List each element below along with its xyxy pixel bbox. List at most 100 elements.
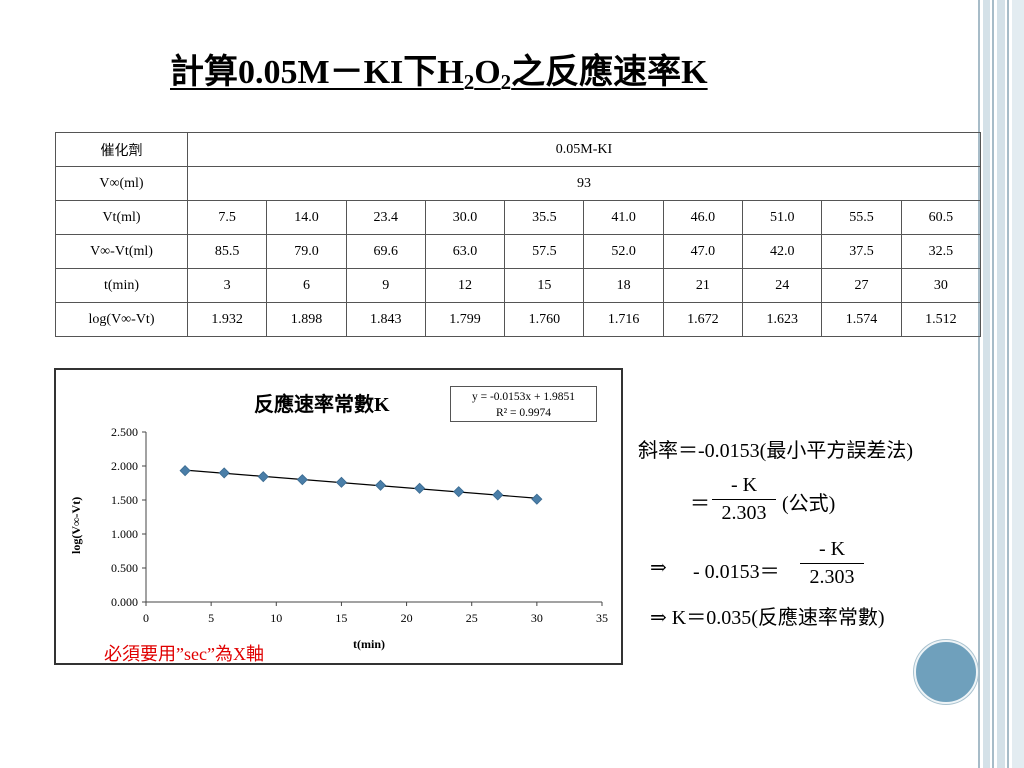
table-cell: 9 [345, 268, 426, 303]
table-cell: 63.0 [424, 234, 506, 269]
r-squared-value: R² = 0.9974 [496, 407, 551, 419]
chart-container: 0.000 0.500 1.000 1.500 2.000 2.500 0 5 10 15 20 25… [54, 368, 623, 665]
table-cell: 1.760 [504, 302, 585, 337]
x-tick-label: 30 [531, 611, 543, 625]
substitution-fraction: - K 2.303 [800, 538, 864, 589]
table-row: 催化劑 0.05M-KI [55, 132, 981, 167]
table-cell: log(V∞-Vt) [55, 302, 188, 337]
data-point [296, 474, 308, 486]
table-cell: 1.898 [266, 302, 347, 337]
slope-line: 斜率＝-0.0153(最小平方誤差法) [638, 440, 913, 462]
result-line: ⇒ K＝0.035(反應速率常數) [650, 607, 885, 629]
table-cell: 51.0 [742, 200, 823, 235]
table-cell: 27 [821, 268, 902, 303]
table-cell: 30.0 [424, 200, 506, 235]
table-cell: 52.0 [583, 234, 664, 269]
x-tick-label: 0 [143, 611, 149, 625]
table-cell: 23.4 [345, 200, 426, 235]
trendline-equation: y = -0.0153x + 1.9851 [471, 391, 576, 403]
table-cell: 15 [504, 268, 585, 303]
data-point [531, 493, 543, 505]
y-tick-label: 1.000 [111, 527, 138, 541]
decorative-circle [914, 640, 978, 704]
table-cell: 1.574 [821, 302, 902, 337]
table-cell: 1.843 [345, 302, 426, 337]
chart-title: 反應速率常數K [254, 394, 390, 416]
y-tick-label: 0.500 [111, 561, 138, 575]
table-cell: 0.05M-KI [187, 132, 981, 167]
table-cell: 21 [662, 268, 744, 303]
implies-arrow: ⇒ [650, 557, 667, 579]
formula-fraction: - K 2.303 [712, 474, 776, 525]
table-cell: 60.5 [900, 200, 982, 235]
table-cell: V∞-Vt(ml) [55, 234, 188, 269]
fraction-denominator: 2.303 [809, 566, 855, 588]
table-row: V∞(ml) 93 [55, 166, 981, 201]
data-table: 催化劑 0.05M-KI V∞(ml) 93 Vt(ml) 7.5 14.0 2… [55, 132, 982, 337]
table-cell: 42.0 [742, 234, 823, 269]
table-cell: 12 [424, 268, 506, 303]
table-row: t(min) 3 6 9 12 15 18 21 24 27 30 [55, 268, 982, 303]
table-cell: Vt(ml) [55, 200, 188, 235]
x-tick-label: 25 [466, 611, 478, 625]
data-point [218, 467, 230, 479]
x-tick-label: 5 [208, 611, 214, 625]
trendline-equation-box: y = -0.0153x + 1.9851 R² = 0.9974 [450, 386, 597, 422]
table-row: Vt(ml) 7.5 14.0 23.4 30.0 35.5 41.0 46.0… [55, 200, 982, 235]
table-cell: 6 [266, 268, 347, 303]
table-cell: 1.623 [742, 302, 823, 337]
data-point [492, 489, 504, 501]
table-cell: 85.5 [186, 234, 268, 269]
table-cell: V∞(ml) [55, 166, 188, 201]
table-cell: 18 [583, 268, 664, 303]
table-cell: 69.6 [345, 234, 426, 269]
table-row: log(V∞-Vt) 1.932 1.898 1.843 1.799 1.760… [55, 302, 982, 337]
table-cell: 24 [742, 268, 823, 303]
table-cell: 1.799 [424, 302, 506, 337]
table-cell: 57.5 [504, 234, 585, 269]
substitution-left: - 0.0153＝ [693, 561, 780, 583]
table-cell: 46.0 [662, 200, 744, 235]
table-cell: 1.932 [186, 302, 268, 337]
data-point [257, 471, 269, 483]
note-text: 必須要用 [104, 644, 176, 664]
fraction-numerator: - K [712, 474, 776, 500]
table-cell: 7.5 [186, 200, 268, 235]
table-cell: 1.672 [662, 302, 744, 337]
data-point [335, 476, 347, 488]
x-axis-label: t(min) [353, 637, 385, 651]
table-cell: 14.0 [266, 200, 347, 235]
table-cell: 催化劑 [55, 132, 188, 167]
y-tick-label: 2.000 [111, 459, 138, 473]
x-tick-label: 20 [401, 611, 413, 625]
table-cell: 55.5 [821, 200, 902, 235]
note-text: 為X軸 [214, 644, 264, 664]
table-cell: 93 [187, 166, 981, 201]
table-cell: 47.0 [662, 234, 744, 269]
x-axis-note: 必須要用”sec”為X軸 [104, 640, 264, 666]
x-tick-label: 15 [335, 611, 347, 625]
data-point [179, 465, 191, 477]
note-text: ”sec” [176, 644, 215, 664]
chart-plot: 0.000 0.500 1.000 1.500 2.000 2.500 0 5 10 15 20 25… [111, 425, 608, 625]
table-cell: 1.716 [583, 302, 664, 337]
table-cell: 35.5 [504, 200, 585, 235]
table-cell: 37.5 [821, 234, 902, 269]
y-axis-label: log(V∞-Vt) [69, 496, 83, 554]
y-tick-label: 1.500 [111, 493, 138, 507]
trendline [185, 469, 537, 499]
data-point [374, 479, 387, 491]
fraction-denominator: 2.303 [721, 502, 767, 524]
x-tick-label: 35 [596, 611, 608, 625]
table-cell: 30 [900, 268, 982, 303]
data-point [453, 486, 465, 498]
fraction-numerator: - K [800, 538, 864, 564]
data-point [414, 482, 426, 494]
y-tick-label: 2.500 [111, 425, 138, 439]
table-cell: 32.5 [900, 234, 982, 269]
equals-sign: ＝ [690, 493, 710, 515]
table-row: V∞-Vt(ml) 85.5 79.0 69.6 63.0 57.5 52.0 … [55, 234, 982, 269]
table-cell: t(min) [55, 268, 188, 303]
table-cell: 79.0 [266, 234, 347, 269]
formula-label: (公式) [782, 493, 836, 515]
